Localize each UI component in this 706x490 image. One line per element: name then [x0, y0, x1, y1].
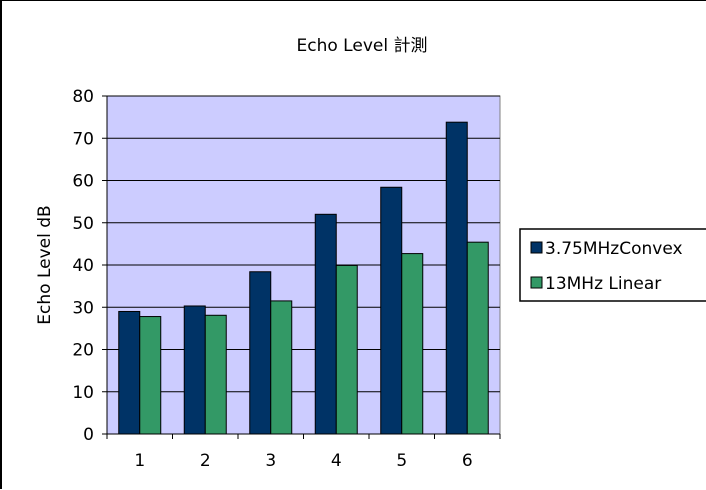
bar-series0-cat-6 — [445, 121, 468, 435]
bars — [118, 121, 489, 435]
grid-lines — [107, 95, 500, 393]
x-tick-label-2: 2 — [200, 451, 211, 471]
y-axis-title: Echo Level dB — [35, 205, 55, 324]
bar-series0-cat-5 — [380, 186, 403, 435]
bar-series1-cat-6 — [466, 241, 489, 435]
legend-label-3-75mhz-convex: 3.75MHzConvex — [545, 239, 683, 259]
legend-swatch-13mhz-linear — [530, 276, 543, 289]
legend-box — [519, 228, 706, 302]
x-tick-label-3: 3 — [265, 451, 276, 471]
x-tick-labels: 1 2 3 4 5 6 — [134, 451, 472, 471]
bar-series0-cat-4 — [314, 213, 337, 435]
bar-series1-cat-4 — [335, 264, 358, 435]
y-tick-label-80: 80 — [72, 87, 94, 107]
y-tick-label-20: 20 — [72, 341, 94, 361]
legend: 3.75MHzConvex 13MHz Linear — [519, 228, 706, 302]
bar-series0-cat-2 — [183, 305, 206, 435]
bar-series1-cat-5 — [401, 253, 424, 435]
x-tick-label-5: 5 — [396, 451, 407, 471]
legend-label-13mhz-linear: 13MHz Linear — [545, 274, 661, 294]
legend-swatch-3-75mhz-convex — [530, 241, 543, 254]
axes — [102, 95, 501, 439]
bar-series0-cat-1 — [118, 310, 141, 435]
y-tick-label-30: 30 — [72, 298, 94, 318]
y-tick-labels: 0 10 20 30 40 50 60 70 80 — [72, 87, 94, 445]
y-tick-label-60: 60 — [72, 172, 94, 192]
bar-series1-cat-3 — [270, 300, 293, 435]
y-tick-label-0: 0 — [83, 425, 94, 445]
y-tick-label-70: 70 — [72, 129, 94, 149]
bar-series1-cat-2 — [204, 314, 227, 435]
y-tick-label-40: 40 — [72, 256, 94, 276]
y-tick-label-10: 10 — [72, 383, 94, 403]
y-tick-label-50: 50 — [72, 214, 94, 234]
x-tick-label-6: 6 — [462, 451, 473, 471]
x-tick-label-4: 4 — [331, 451, 342, 471]
chart-title: Echo Level 計測 — [297, 36, 428, 56]
bar-series0-cat-3 — [249, 271, 272, 435]
bar-series1-cat-1 — [139, 316, 162, 435]
x-tick-label-1: 1 — [134, 451, 145, 471]
